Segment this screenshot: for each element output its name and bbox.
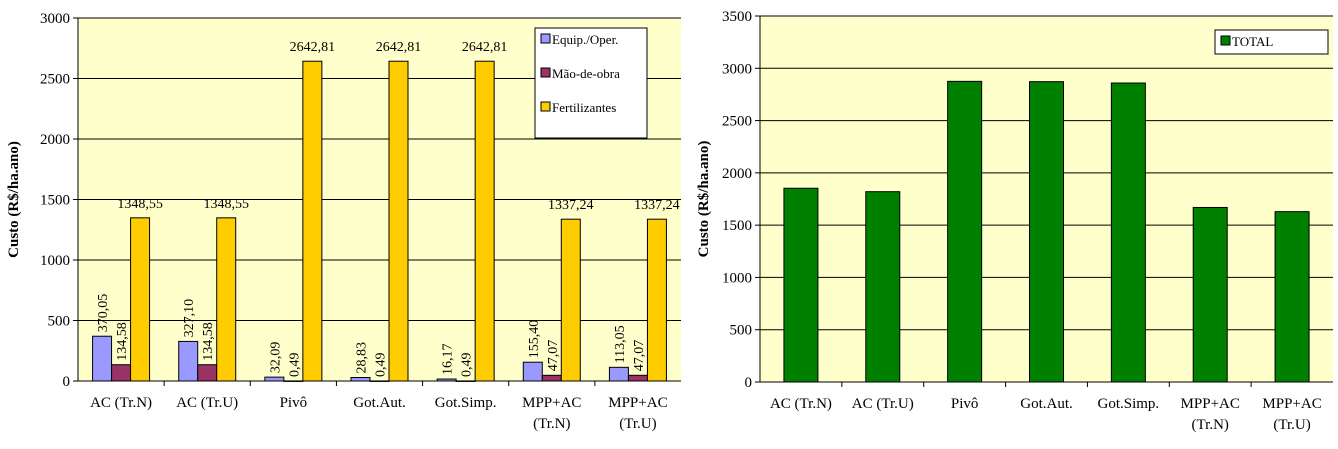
bar-m-o-de-obra <box>627 374 648 382</box>
x-category-label: Got.Simp. <box>435 395 497 411</box>
bar-equip-oper- <box>92 335 113 382</box>
x-category-label: (Tr.N) <box>1192 417 1229 433</box>
x-category-label: MPP+AC <box>1181 396 1240 412</box>
chart-1: 0 500 1000 1500 2000 2500 3000 Custo (R$/ha.ano… <box>6 11 681 432</box>
x-category-label: Got.Simp. <box>1098 396 1160 412</box>
bar-fertilizantes <box>474 60 495 382</box>
y-tick-label: 500 <box>730 323 753 339</box>
y-tick-label: 2500 <box>40 72 70 88</box>
data-label: 0,49 <box>374 352 389 377</box>
bar-equip-oper- <box>264 376 285 382</box>
x-category-label: MPP+AC <box>608 395 667 411</box>
bar-total <box>865 191 901 383</box>
y-tick-label: 3000 <box>722 61 752 77</box>
y-tick-label: 1500 <box>40 193 70 209</box>
y-tick-label: 1000 <box>722 270 752 286</box>
bar-m-o-de-obra <box>369 380 390 382</box>
data-label: 2642,81 <box>376 40 422 55</box>
bar-m-o-de-obra <box>455 380 476 382</box>
x-category-label: Pivô <box>951 396 979 412</box>
chart-2: 0 500 1000 1500 2000 2500 3000 3500 Custo (R$/ha… <box>696 9 1333 433</box>
bar-total <box>783 187 819 383</box>
data-label: 1337,24 <box>548 198 594 213</box>
data-label: 47,07 <box>632 340 647 372</box>
bar-total <box>1110 82 1146 383</box>
x-category-label: Got.Aut. <box>1020 396 1073 412</box>
x-category-label: MPP+AC <box>522 395 581 411</box>
y-tick-label: 2000 <box>40 132 70 148</box>
bar-fertilizantes <box>646 218 667 382</box>
x-category-label: AC (Tr.U) <box>852 396 914 412</box>
x-category-label: Pivô <box>280 395 308 411</box>
y-tick-label: 1000 <box>40 253 70 269</box>
x-category-label: AC (Tr.U) <box>176 395 238 411</box>
bar-equip-oper- <box>436 378 457 382</box>
legend-box <box>1214 29 1329 55</box>
data-label: 28,83 <box>355 342 370 374</box>
legend-label: TOTAL <box>1232 34 1273 49</box>
legend-label: Fertilizantes <box>552 100 616 115</box>
legend-box <box>534 27 648 139</box>
y-tick-label: 500 <box>48 314 71 330</box>
bar-m-o-de-obra <box>283 380 304 382</box>
legend-label: Equip./Oper. <box>552 32 618 47</box>
x-category-label: Got.Aut. <box>353 395 406 411</box>
data-label: 16,17 <box>441 344 456 376</box>
data-label: 155,40 <box>527 320 542 359</box>
legend-swatch <box>1220 35 1231 46</box>
bar-fertilizantes <box>302 60 323 382</box>
x-category-label: (Tr.N) <box>533 416 570 432</box>
bar-equip-oper- <box>608 366 629 382</box>
y-tick-label: 1500 <box>722 218 752 234</box>
y-axis-title: Custo (R$/ha.ano) <box>696 141 712 258</box>
bar-m-o-de-obra <box>197 364 218 382</box>
data-label: 327,10 <box>182 299 197 338</box>
legend-swatch <box>540 101 551 112</box>
data-label: 370,05 <box>96 294 111 333</box>
data-label: 1348,55 <box>117 197 163 212</box>
x-category-label: AC (Tr.N) <box>90 395 152 411</box>
bar-total <box>947 80 983 383</box>
bar-equip-oper- <box>522 361 543 382</box>
bar-equip-oper- <box>350 377 371 382</box>
y-tick-label: 3000 <box>40 11 70 27</box>
data-label: 1348,55 <box>203 197 249 212</box>
legend-label: Mão-de-obra <box>552 66 620 81</box>
y-tick-label: 0 <box>63 374 71 390</box>
legend-swatch <box>540 33 551 44</box>
x-category-label: MPP+AC <box>1262 396 1321 412</box>
data-label: 113,05 <box>613 325 628 363</box>
data-label: 1337,24 <box>634 198 680 213</box>
data-label: 134,58 <box>115 322 130 361</box>
data-label: 2642,81 <box>290 40 336 55</box>
y-tick-label: 2500 <box>722 114 752 130</box>
data-label: 32,09 <box>268 342 283 374</box>
data-label: 2642,81 <box>462 40 508 55</box>
bar-fertilizantes <box>216 217 237 382</box>
bar-fertilizantes <box>130 217 151 382</box>
bar-fertilizantes <box>560 218 581 382</box>
data-label: 134,58 <box>201 322 216 361</box>
legend-swatch <box>540 67 551 78</box>
bar-fertilizantes <box>388 60 409 382</box>
bar-equip-oper- <box>178 340 199 382</box>
bar-m-o-de-obra <box>541 374 562 382</box>
bar-m-o-de-obra <box>111 364 132 382</box>
y-axis-title: Custo (R$/ha.ano) <box>6 141 22 258</box>
y-tick-label: 2000 <box>722 166 752 182</box>
bar-total <box>1029 81 1064 383</box>
y-tick-label: 0 <box>745 375 753 391</box>
data-label: 0,49 <box>460 352 475 377</box>
y-tick-label: 3500 <box>722 9 752 25</box>
x-category-label: (Tr.U) <box>619 416 656 432</box>
data-label: 47,07 <box>546 340 561 372</box>
x-category-label: AC (Tr.N) <box>770 396 832 412</box>
data-label: 0,49 <box>287 352 302 377</box>
bar-total <box>1192 206 1228 383</box>
x-category-label: (Tr.U) <box>1273 417 1310 433</box>
bar-total <box>1274 211 1310 383</box>
